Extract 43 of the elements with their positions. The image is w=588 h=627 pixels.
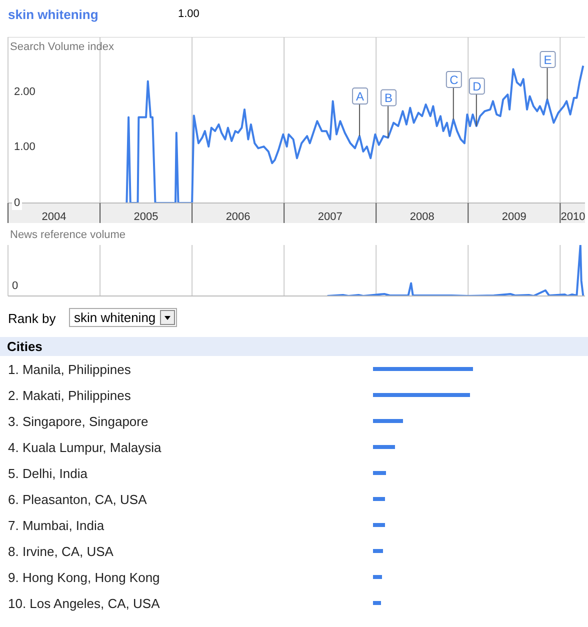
bar: [373, 601, 381, 605]
y-tick-label: 1. Manila, Philippines: [8, 362, 132, 377]
x-tick-label: 2010: [560, 211, 586, 223]
text: 1.00: [178, 8, 200, 20]
y-tick-label: 4. Kuala Lumpur, Malaysia: [8, 440, 162, 455]
annotation: D: [472, 80, 482, 94]
x-tick-label: 2004: [42, 211, 66, 223]
bar: [373, 445, 395, 449]
y-tick-label: 2. Makati, Philippines: [8, 388, 132, 403]
y-tick-label: 7. Mumbai, India: [8, 518, 105, 533]
x-tick-label: 2009: [502, 211, 526, 223]
text: Cities: [0, 337, 588, 356]
chart-title: skin whitening: [8, 7, 98, 22]
bar: [373, 367, 473, 371]
y-tick-label: 8. Irvine, CA, USA: [8, 544, 114, 559]
line-series: [126, 64, 584, 203]
y-axis-title: News reference volume: [10, 229, 126, 241]
x-tick-label: 2007: [318, 211, 342, 223]
bar: [373, 523, 385, 527]
y-tick-label: 10. Los Angeles, CA, USA: [8, 596, 160, 611]
y-tick-label: 9. Hong Kong, Hong Kong: [8, 570, 160, 585]
y-tick-label: 0: [12, 196, 22, 210]
y-tick-label: 2.00: [12, 86, 38, 99]
annotation: E: [544, 53, 552, 68]
y-axis-title: Search Volume index: [10, 41, 114, 53]
x-tick-label: 2005: [134, 211, 158, 223]
bar: [373, 497, 385, 501]
text: skin whitening: [69, 308, 177, 327]
annotation: B: [384, 91, 393, 106]
y-tick-label: 5. Delhi, India: [8, 466, 88, 481]
bar: [373, 575, 382, 579]
bar: [373, 393, 470, 397]
text: Rank by: [8, 311, 56, 326]
bar: [373, 419, 403, 423]
x-tick-label: 2006: [226, 211, 250, 223]
bar: [373, 471, 386, 475]
y-tick-label: 6. Pleasanton, CA, USA: [8, 492, 148, 507]
y-tick-label: 1.00: [12, 141, 38, 154]
x-tick-label: 2008: [410, 211, 434, 223]
annotation: C: [450, 72, 459, 87]
y-tick-label: 3. Singapore, Singapore: [8, 414, 148, 429]
annotation: A: [356, 90, 364, 104]
bar: [373, 549, 383, 553]
